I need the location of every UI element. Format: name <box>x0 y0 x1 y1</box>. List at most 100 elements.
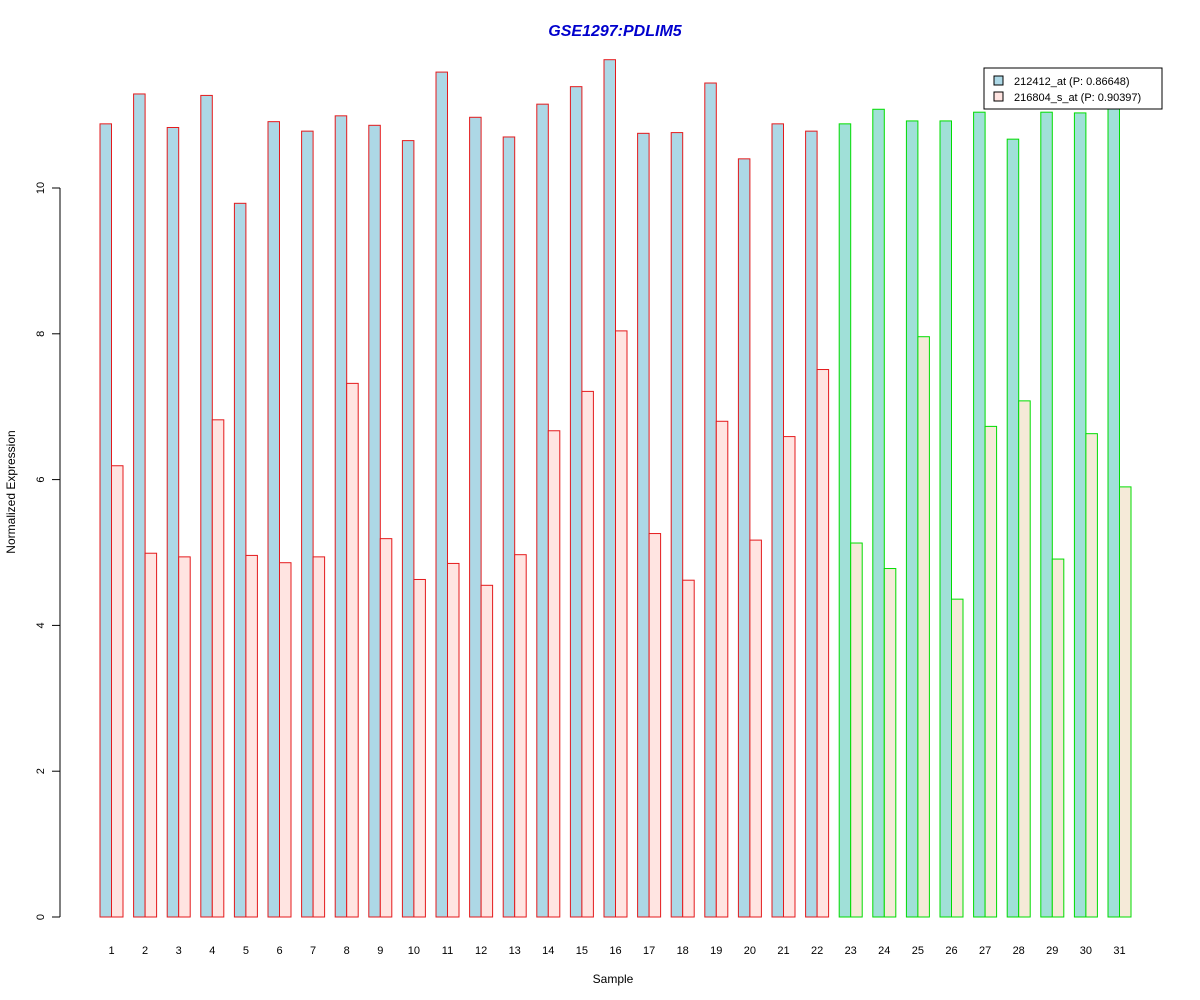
x-tick-label: 28 <box>1013 945 1025 957</box>
x-tick-label: 20 <box>744 945 756 957</box>
bar-series-a <box>838 123 852 918</box>
x-tick-label: 31 <box>1113 945 1125 957</box>
bar-series-b <box>514 554 527 918</box>
x-tick-label: 3 <box>176 945 182 957</box>
x-tick-label: 5 <box>243 945 249 957</box>
bar-series-b <box>346 382 359 918</box>
bar-series-a <box>1073 112 1087 918</box>
x-tick-label: 24 <box>878 945 890 957</box>
bar-series-a <box>401 140 415 918</box>
x-tick-labels: 1 2 3 4 5 6 7 8 9 10 11 12 13 14 15 16 17 18 19 20 21 22 23 24 2… <box>108 945 1125 957</box>
x-tick-label: 21 <box>777 945 789 957</box>
x-axis-title: Sample <box>593 972 634 986</box>
legend-box <box>983 67 1163 110</box>
bar-series-b <box>379 538 393 918</box>
legend-swatch-series-b <box>993 91 1004 102</box>
bar-series-b <box>245 554 258 918</box>
x-tick-label: 10 <box>408 945 420 957</box>
x-tick-label: 18 <box>677 945 689 957</box>
bar-series-a <box>704 82 717 918</box>
legend-label-series-b: 216804_s_at (P: 0.90397) <box>1014 92 1141 104</box>
x-tick-label: 30 <box>1080 945 1092 957</box>
bar-series-a <box>805 130 818 918</box>
bar-series-b <box>413 578 426 918</box>
bar-series-a <box>973 111 986 918</box>
bar-series-a <box>737 158 751 918</box>
bar-series-a <box>536 103 549 918</box>
bar-series-a <box>267 121 280 918</box>
x-tick-label: 4 <box>209 945 215 957</box>
bar-series-a <box>603 59 616 918</box>
x-tick-label: 17 <box>643 945 655 957</box>
x-tick-label: 16 <box>609 945 621 957</box>
x-tick-label: 9 <box>377 945 383 957</box>
bar-series-b <box>447 562 460 918</box>
x-tick-label: 7 <box>310 945 316 957</box>
bar-series-a <box>1006 138 1020 918</box>
chart-title: GSE1297:PDLIM5 <box>548 23 682 40</box>
bar-series-b <box>615 330 628 918</box>
x-tick-label: 12 <box>475 945 487 957</box>
bar-series-a <box>334 115 348 918</box>
bar-series-b <box>783 436 796 918</box>
bar-series-b <box>648 533 662 918</box>
bar-series-b <box>547 430 561 918</box>
x-tick-label: 13 <box>509 945 521 957</box>
bar-series-b <box>111 465 124 918</box>
bar-series-a <box>166 126 180 918</box>
bar-series-a <box>569 86 583 918</box>
legend-label-series-a: 212412_at (P: 0.86648) <box>1014 76 1130 88</box>
bar-series-b <box>1051 558 1065 918</box>
bar-series-a <box>233 202 247 918</box>
legend-swatch-series-a <box>993 75 1004 86</box>
y-axis-title: Normalized Expression <box>4 430 18 553</box>
bar-series-a <box>99 123 112 918</box>
bar-series-b <box>1119 486 1132 918</box>
bar-series-a <box>1040 111 1053 918</box>
bar-series-b <box>1085 433 1098 918</box>
x-tick-label: 6 <box>276 945 282 957</box>
bar-series-a <box>872 108 885 918</box>
bar-series-a <box>1107 107 1120 918</box>
legend: 212412_at (P: 0.86648) 216804_s_at (P: 0… <box>983 67 1163 110</box>
bar-series-a <box>502 136 516 918</box>
bar-series-b <box>951 598 964 918</box>
bar-series-b <box>883 568 897 918</box>
bar-series-b <box>211 419 225 918</box>
bar-series-b <box>581 390 594 918</box>
bar-series-a <box>637 132 650 918</box>
bar-series-a <box>435 71 448 918</box>
bar-series-a <box>771 123 784 918</box>
x-tick-label: 26 <box>945 945 957 957</box>
bar-series-b <box>312 556 326 918</box>
x-tick-label: 27 <box>979 945 991 957</box>
bar-series-a <box>905 120 919 918</box>
y-axis: 0 2 4 6 8 10 <box>35 182 61 920</box>
bar-series-b <box>816 369 830 918</box>
x-tick-label: 22 <box>811 945 823 957</box>
bar-series-b <box>144 552 158 918</box>
y-tick-label: 4 <box>35 622 47 628</box>
x-tick-label: 1 <box>108 945 114 957</box>
y-tick-label: 0 <box>35 914 47 920</box>
bar-series-a <box>200 94 213 918</box>
x-tick-label: 15 <box>576 945 588 957</box>
x-tick-label: 2 <box>142 945 148 957</box>
bar-series-a <box>133 93 146 918</box>
x-tick-label: 25 <box>912 945 924 957</box>
bar-series-b <box>850 542 863 918</box>
x-tick-label: 23 <box>845 945 857 957</box>
bar-series-b <box>749 539 762 918</box>
bar-series-b <box>1018 400 1031 918</box>
y-tick-label: 2 <box>35 768 47 774</box>
y-tick-label: 10 <box>35 182 47 194</box>
bar-series-a <box>368 124 381 918</box>
y-tick-label: 8 <box>35 331 47 337</box>
bar-series-b <box>682 579 695 918</box>
x-tick-label: 19 <box>710 945 722 957</box>
bar-series-b <box>715 420 729 918</box>
bar-series-b <box>178 556 191 918</box>
bars <box>99 59 1132 918</box>
x-tick-label: 29 <box>1046 945 1058 957</box>
bar-series-b <box>984 425 998 918</box>
